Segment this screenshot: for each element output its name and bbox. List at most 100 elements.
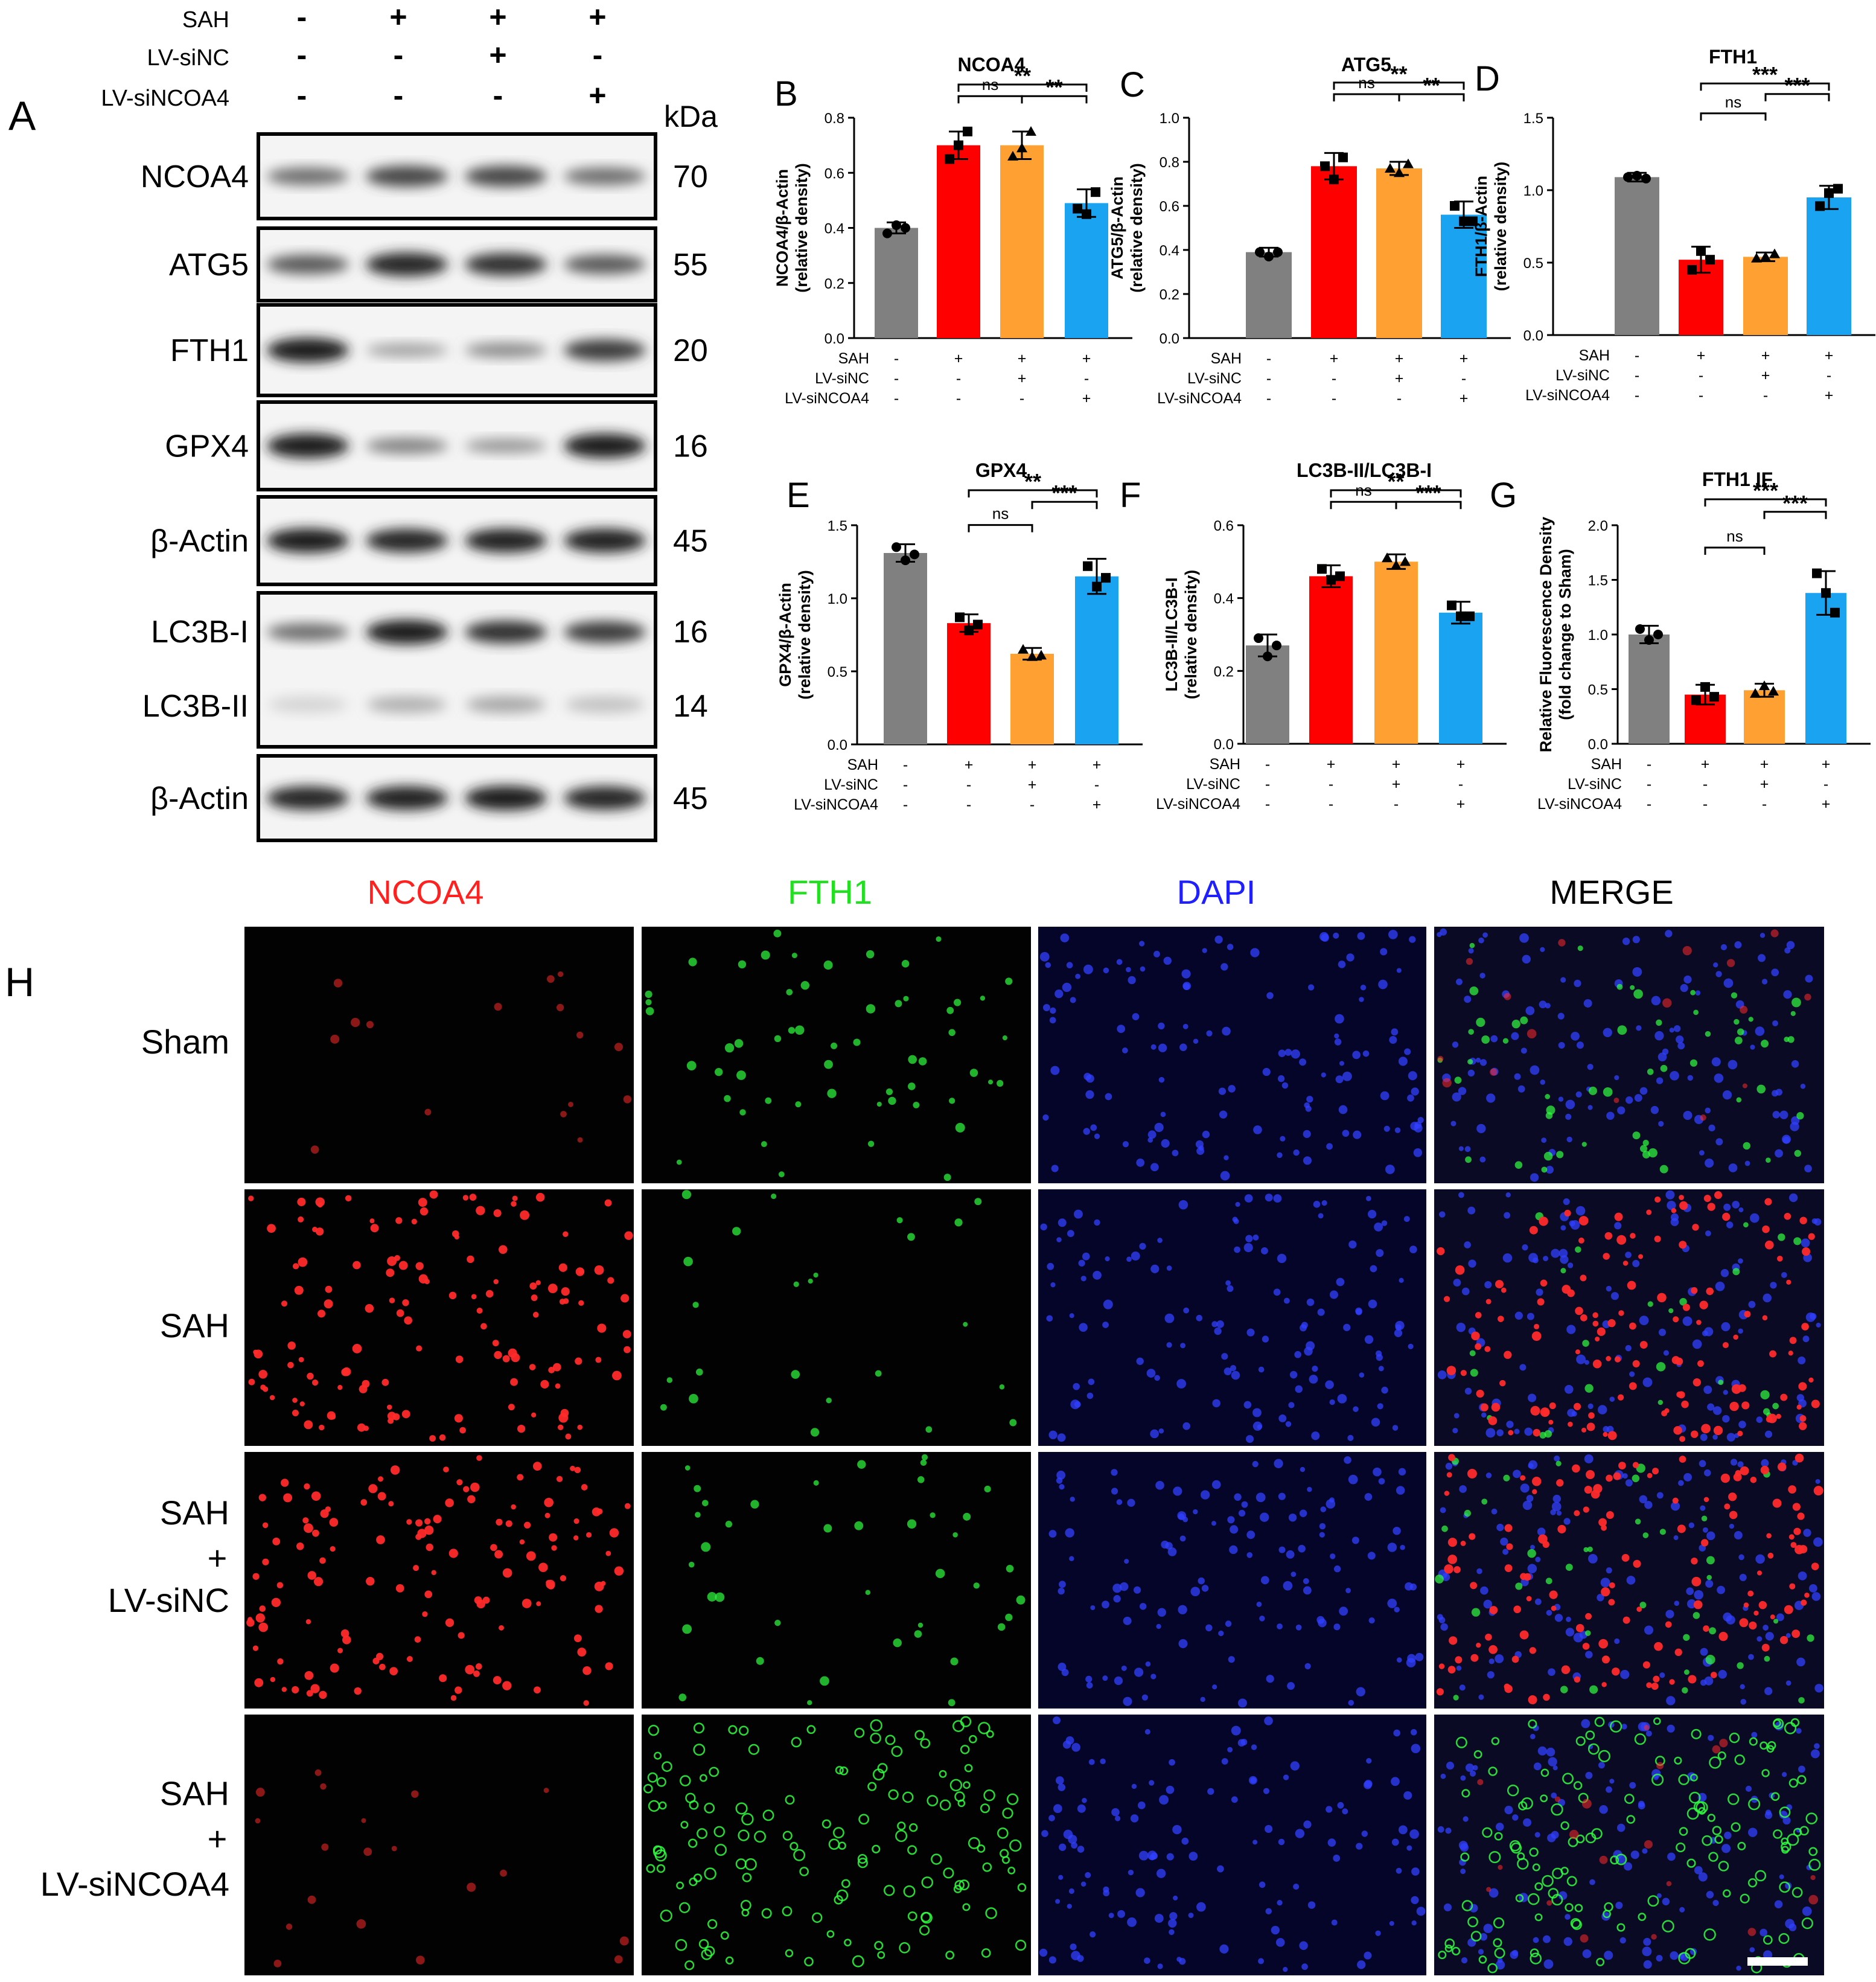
if-cell xyxy=(560,1575,567,1582)
if-cell xyxy=(1243,1243,1253,1253)
if-cell xyxy=(1548,1668,1555,1676)
if-cell xyxy=(1713,1425,1723,1436)
if-cell xyxy=(1342,1808,1348,1815)
if-cell xyxy=(1498,1864,1503,1870)
if-cell xyxy=(707,1591,717,1602)
if-cell xyxy=(1476,1643,1481,1648)
if-cell xyxy=(1504,1524,1513,1532)
treatment-sign: - xyxy=(1265,756,1270,773)
if-cell xyxy=(1329,1290,1338,1299)
if-cell xyxy=(1706,1556,1715,1565)
if-cell xyxy=(333,979,343,988)
if-cell xyxy=(1618,1462,1626,1469)
treatment-sign: + xyxy=(1018,350,1027,367)
if-cell xyxy=(1749,1947,1755,1952)
treatment-label: SAH xyxy=(1579,347,1610,364)
if-cell xyxy=(1571,1919,1582,1930)
if-cell xyxy=(342,1635,351,1645)
blot-band xyxy=(366,528,448,553)
if-cell xyxy=(480,1323,487,1330)
if-cell xyxy=(1515,1894,1524,1902)
blot-kda-value: 16 xyxy=(673,429,708,464)
if-cell xyxy=(865,1590,871,1595)
if-cell xyxy=(1540,947,1545,952)
if-cell xyxy=(794,1025,805,1035)
if-cell xyxy=(680,1821,689,1829)
if-cell xyxy=(1788,1193,1798,1203)
if-cell xyxy=(1348,1699,1354,1706)
if-cell xyxy=(1452,1946,1461,1955)
if-cell xyxy=(1700,1433,1708,1441)
if-cell xyxy=(612,1370,622,1381)
if-cell xyxy=(1669,1679,1675,1685)
if-cell xyxy=(1686,1858,1696,1868)
if-cell xyxy=(1765,1632,1774,1641)
if-cell xyxy=(1471,1608,1481,1617)
if-cell xyxy=(1042,1004,1050,1012)
if-cell xyxy=(1041,1830,1048,1837)
if-cell xyxy=(1317,1308,1325,1316)
if-cell xyxy=(1668,1308,1674,1314)
if-cell xyxy=(1439,1211,1446,1218)
if-cell xyxy=(619,1936,629,1946)
if-cell xyxy=(299,1401,305,1407)
if-cell xyxy=(1169,1759,1175,1766)
if-cell xyxy=(1798,1356,1806,1364)
y-tick-label: 0.8 xyxy=(1160,155,1179,171)
if-cell xyxy=(1745,1785,1752,1792)
if-cell xyxy=(1374,1222,1383,1232)
bar xyxy=(884,552,927,744)
if-cell xyxy=(307,1895,316,1904)
if-cell xyxy=(1164,1313,1175,1323)
if-cell xyxy=(1333,1855,1341,1862)
if-cell xyxy=(1114,1676,1123,1686)
if-cell xyxy=(1756,1570,1763,1576)
if-cell xyxy=(1718,1631,1728,1642)
if-cell xyxy=(963,1512,971,1521)
if-cell xyxy=(1751,1731,1758,1738)
data-point xyxy=(1759,680,1770,691)
if-cell xyxy=(858,1814,869,1825)
treatment-sign: - xyxy=(903,776,908,793)
if-cell xyxy=(963,1781,971,1789)
if-cell xyxy=(517,1424,526,1433)
if-cell xyxy=(1693,1009,1699,1015)
if-cell xyxy=(936,936,942,942)
if-cell xyxy=(957,1799,966,1808)
treatment-sign: + xyxy=(1697,347,1706,364)
if-cell xyxy=(255,1613,266,1623)
if-cell xyxy=(1618,1310,1624,1316)
if-cell xyxy=(543,1788,549,1793)
if-cell xyxy=(1706,1574,1712,1581)
if-channel-label-fth1: FTH1 xyxy=(788,873,872,911)
if-cell xyxy=(1502,1038,1509,1044)
if-cell xyxy=(939,1769,947,1778)
if-cell xyxy=(1159,1795,1169,1805)
if-cell xyxy=(1717,1585,1726,1594)
if-cell xyxy=(1646,1209,1652,1215)
if-cell xyxy=(1666,1881,1672,1887)
if-cell xyxy=(1511,1655,1519,1663)
panel-letter-f: F xyxy=(1120,476,1141,515)
panel-letter-b: B xyxy=(774,74,798,113)
if-cell xyxy=(1622,1473,1628,1479)
if-cell xyxy=(1166,1342,1172,1348)
if-cell xyxy=(1220,1171,1230,1181)
if-cell xyxy=(298,1216,304,1223)
if-cell xyxy=(1653,1775,1659,1780)
if-cell xyxy=(1775,1089,1782,1096)
if-cell xyxy=(1485,1633,1492,1641)
if-cell xyxy=(1299,1941,1308,1951)
if-cell xyxy=(1689,1791,1701,1804)
if-cell xyxy=(1691,1287,1698,1294)
if-cell xyxy=(1720,1268,1729,1277)
if-cell xyxy=(1601,1682,1607,1687)
if-cell xyxy=(1469,942,1475,948)
if-cell xyxy=(1688,1675,1697,1684)
significance-bracket xyxy=(957,95,1023,104)
if-tile-background xyxy=(642,1189,1031,1446)
if-cell xyxy=(1536,1288,1543,1296)
if-cell xyxy=(1070,1943,1077,1951)
if-cell xyxy=(262,1558,269,1565)
if-cell xyxy=(1811,1592,1821,1601)
